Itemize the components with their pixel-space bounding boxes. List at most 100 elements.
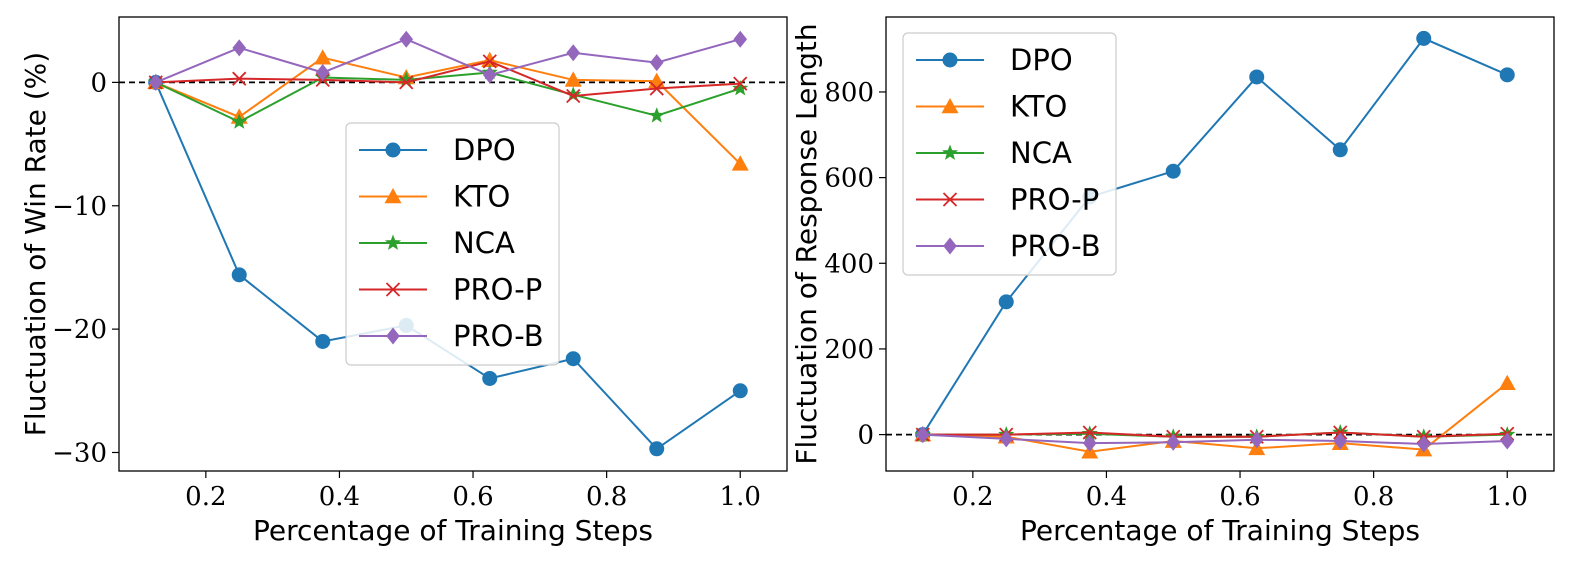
legend-swatch-marker: [941, 98, 959, 114]
data-point-dpo: [1249, 69, 1265, 85]
data-point-pro-b: [1500, 432, 1515, 450]
series-line-pro-p: [922, 431, 1508, 438]
series-line-pro-b: [922, 433, 1508, 446]
legend-swatch-marker: [384, 188, 402, 204]
legend-entry-dpo: DPO: [359, 133, 516, 167]
legend-entry-pro-b: PRO-B: [916, 229, 1101, 263]
legend-entry-kto: KTO: [916, 90, 1067, 124]
legend-box: [902, 32, 1117, 276]
legend-label: NCA: [1010, 136, 1072, 170]
legend-swatch-marker: [386, 327, 400, 345]
series-line-dpo: [921, 37, 1508, 436]
data-point-dpo: [649, 441, 665, 457]
series-line-pro-b: [155, 38, 741, 84]
legend-entry-pro-p: PRO-P: [359, 273, 542, 307]
legend: DPO KTO NCA PRO-P PRO-B: [345, 122, 560, 366]
series-line-nca: [155, 71, 741, 123]
legend-label: PRO-P: [453, 273, 542, 307]
legend-entry-dpo: DPO: [916, 43, 1073, 77]
data-point-pro-b: [1082, 434, 1097, 452]
legend-swatch-marker: [385, 142, 401, 158]
x-tick-label: 0.4: [319, 482, 360, 512]
legend-swatch-marker: [942, 52, 958, 68]
legend-label: DPO: [1010, 43, 1073, 77]
series-nca: [147, 64, 749, 129]
x-axis-title: Percentage of Training Steps: [253, 514, 653, 547]
data-point-pro-b: [232, 39, 247, 57]
x-tick-label: 0.6: [452, 482, 493, 512]
data-point-pro-b: [915, 426, 930, 444]
data-point-dpo: [998, 294, 1014, 310]
data-point-pro-p: [1333, 425, 1348, 440]
plot-frame: [885, 16, 1555, 472]
data-point-dpo: [482, 370, 498, 386]
y-axis-title: Fluctuation of Response Length: [790, 23, 823, 464]
data-point-pro-p: [649, 81, 664, 96]
data-point-pro-p: [399, 75, 414, 90]
legend-entry-pro-p: PRO-P: [916, 183, 1099, 217]
y-tick-label: 0: [90, 68, 107, 98]
plot-frame: [118, 16, 788, 472]
data-point-dpo: [565, 351, 581, 367]
data-point-nca: [732, 80, 749, 96]
legend-label: PRO-B: [453, 319, 544, 353]
y-axis-title: Fluctuation of Win Rate (%): [19, 52, 52, 436]
x-axis-title: Percentage of Training Steps: [1020, 514, 1420, 547]
y-tick-label: 600: [824, 164, 874, 194]
x-tick-label: 0.8: [1353, 482, 1394, 512]
data-point-nca: [648, 107, 665, 123]
data-point-dpo: [1499, 67, 1515, 83]
series-pro-b: [148, 30, 748, 91]
legend-entry-kto: KTO: [359, 180, 510, 214]
chart-panel-1: 0.2 0.4 0.6 0.8 1.0 0 −10 −20 −30 Percentage of T…: [19, 16, 788, 547]
legend-swatch-marker: [941, 144, 959, 160]
y-tick-label: 800: [824, 78, 874, 108]
data-point-nca: [398, 71, 415, 87]
data-point-pro-b: [1333, 432, 1348, 450]
legend-label: KTO: [1010, 90, 1067, 124]
data-point-pro-p: [566, 88, 581, 104]
legend-entry-nca: NCA: [916, 136, 1072, 170]
legend-label: PRO-P: [1010, 183, 1099, 217]
data-point-dpo: [732, 383, 748, 399]
series-line-kto: [155, 56, 741, 165]
data-point-pro-b: [1166, 433, 1181, 451]
y-tick-label: −20: [52, 315, 107, 345]
legend-swatch-marker: [942, 192, 958, 207]
data-point-pro-b: [1416, 435, 1431, 453]
legend-label: KTO: [453, 180, 510, 214]
y-tick-label: −10: [52, 192, 107, 222]
legend-label: DPO: [453, 133, 516, 167]
data-point-nca: [231, 113, 248, 129]
data-point-pro-b: [148, 73, 163, 91]
data-point-dpo: [231, 267, 247, 283]
data-point-pro-p: [232, 71, 247, 86]
data-point-pro-b: [399, 30, 414, 48]
legend-swatch-marker: [385, 282, 401, 297]
data-point-pro-b: [482, 66, 497, 84]
data-point-pro-p: [733, 76, 748, 91]
x-tick-label: 0.2: [185, 482, 226, 512]
legend-swatch-marker: [384, 234, 402, 250]
chart-panel-2: 0.2 0.4 0.6 0.8 1.0 0 200 400 600 800 Percentage o…: [790, 16, 1555, 547]
data-point-pro-p: [482, 54, 497, 69]
legend-label: PRO-B: [1010, 229, 1101, 263]
data-point-kto: [314, 49, 332, 65]
series-line-pro-p: [155, 60, 741, 97]
x-tick-label: 0.8: [586, 482, 627, 512]
x-tick-label: 0.2: [952, 482, 993, 512]
data-point-dpo: [315, 333, 331, 349]
x-tick-label: 1.0: [720, 482, 761, 512]
data-point-pro-p: [1082, 425, 1097, 440]
data-point-pro-b: [315, 64, 330, 82]
legend: DPO KTO NCA PRO-P PRO-B: [902, 32, 1117, 276]
data-point-pro-b: [566, 44, 581, 62]
y-tick-label: −30: [52, 438, 107, 468]
data-point-dpo: [1416, 30, 1432, 46]
x-tick-label: 1.0: [1487, 482, 1528, 512]
legend-entry-pro-b: PRO-B: [359, 319, 544, 353]
data-point-nca: [565, 86, 582, 102]
legend-entry-nca: NCA: [359, 226, 515, 260]
y-tick-label: 400: [824, 249, 874, 279]
